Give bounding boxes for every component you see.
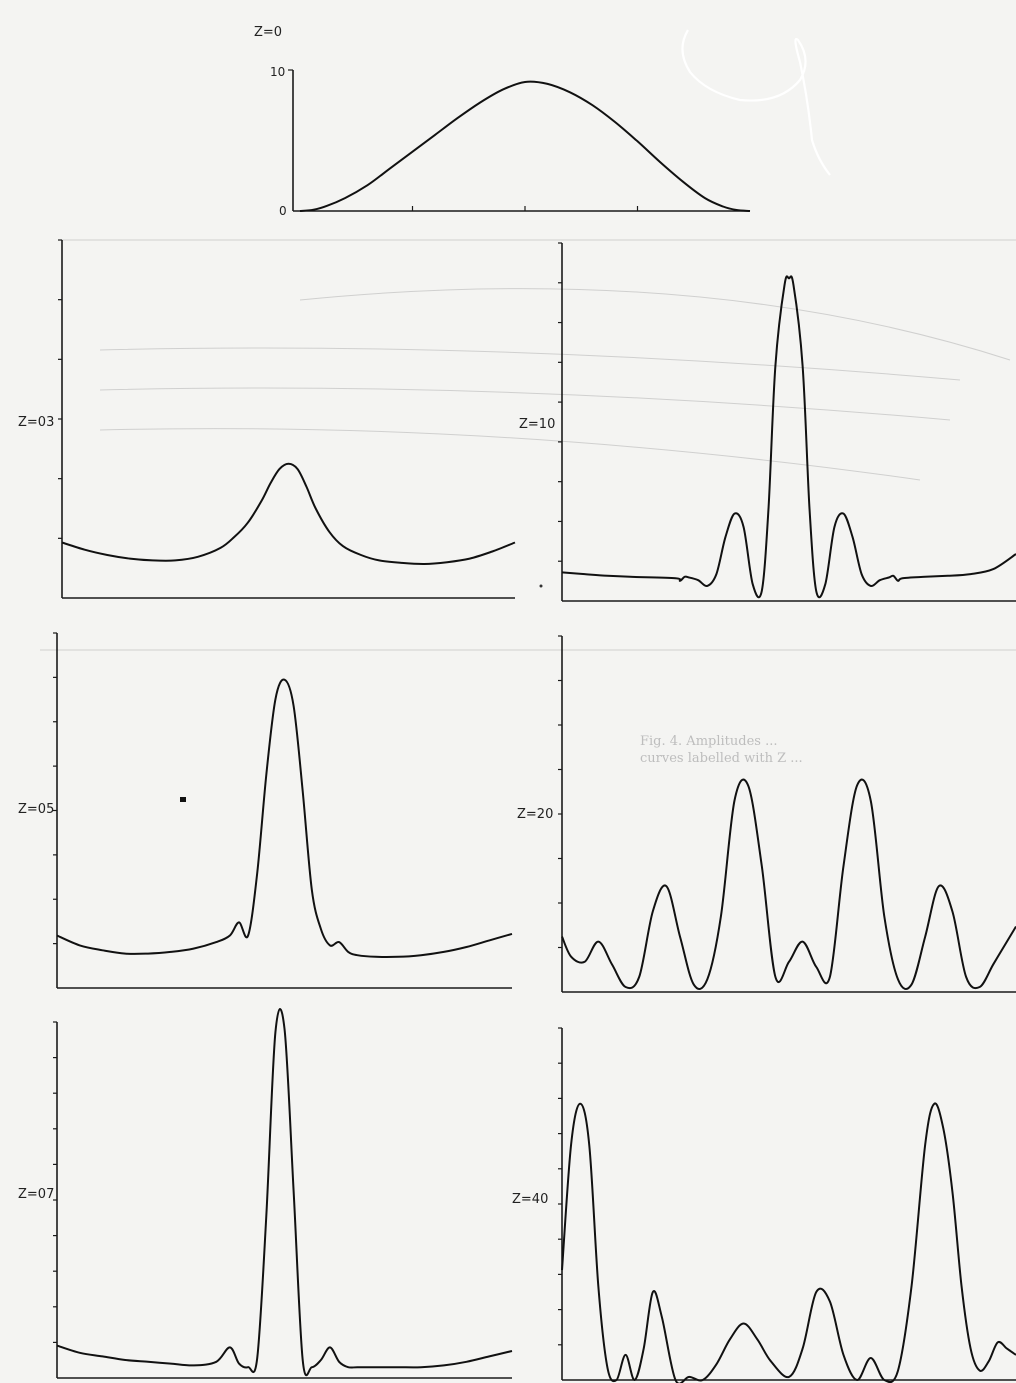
panel-z20: Z=20 (517, 635, 1016, 993)
series-line-z20 (561, 778, 1016, 990)
series-line-z0 (299, 80, 751, 212)
panel-label-z10: Z=10 (519, 417, 555, 432)
series-line-z40 (561, 1102, 1016, 1383)
panel-z05: Z=05 (18, 632, 513, 989)
ghost-caption-line1: Fig. 4. Amplitudes ... (640, 734, 777, 749)
ghost-caption-line2: curves labelled with Z ... (640, 751, 803, 766)
series-line-z07 (56, 1008, 513, 1377)
panel-label-z05: Z=05 (18, 802, 54, 817)
panel-label-z07: Z=07 (18, 1187, 54, 1202)
y-tick-label-10: 10 (270, 65, 285, 79)
speck (180, 797, 186, 802)
panel-label-z40: Z=40 (512, 1192, 548, 1207)
speck (539, 584, 543, 588)
panel-z10: Z=10 (519, 242, 1016, 602)
ghost-background: Fig. 4. Amplitudes ... curves labelled w… (40, 239, 1016, 766)
series-line-z05 (56, 678, 513, 959)
panel-label-z20: Z=20 (517, 807, 553, 822)
panel-z0: Z=0 10 0 (254, 25, 751, 218)
panel-z03: Z=03 (18, 239, 516, 599)
panel-label-z03: Z=03 (18, 415, 54, 430)
panel-label-z0: Z=0 (254, 25, 282, 40)
scan-scratch (681, 29, 831, 176)
y-tick-label-0: 0 (279, 204, 287, 218)
series-line-z03 (61, 462, 516, 566)
series-line-z10 (561, 275, 1016, 599)
panel-z07: Z=07 (18, 1008, 513, 1379)
panel-z40: Z=40 (512, 1027, 1016, 1383)
